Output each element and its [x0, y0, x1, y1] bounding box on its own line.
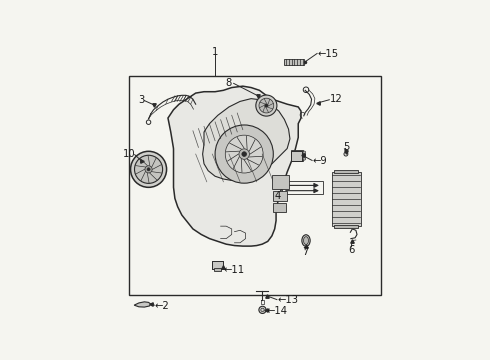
Text: 10: 10 [123, 149, 135, 159]
Text: ←15: ←15 [318, 49, 339, 59]
Bar [292, 150, 303, 161]
Bar [292, 151, 302, 161]
Circle shape [147, 168, 150, 171]
Bar [214, 268, 220, 271]
Polygon shape [134, 302, 151, 307]
Circle shape [242, 152, 246, 156]
Bar [129, 76, 381, 296]
Circle shape [303, 151, 306, 154]
Bar [272, 175, 289, 189]
Circle shape [303, 157, 306, 160]
Circle shape [135, 155, 163, 183]
Bar [284, 59, 304, 66]
Bar [334, 225, 358, 228]
Circle shape [130, 151, 167, 187]
Bar [212, 261, 223, 269]
Circle shape [145, 166, 152, 173]
Text: ←9: ←9 [313, 156, 327, 166]
Bar [332, 172, 361, 226]
Bar [282, 181, 322, 194]
Bar [292, 151, 302, 161]
Ellipse shape [302, 235, 310, 246]
Text: ←11: ←11 [223, 265, 245, 275]
Circle shape [225, 135, 263, 173]
PathPatch shape [203, 99, 290, 180]
Text: ←13: ←13 [277, 295, 298, 305]
Ellipse shape [303, 237, 309, 244]
Text: ←14: ←14 [267, 306, 287, 316]
Text: 5: 5 [343, 142, 350, 152]
Text: 7: 7 [302, 247, 308, 257]
Text: 4: 4 [274, 191, 281, 201]
Circle shape [215, 125, 273, 183]
Text: 8: 8 [226, 78, 232, 88]
Bar [212, 261, 223, 269]
Circle shape [239, 149, 249, 159]
Bar [273, 203, 286, 212]
Circle shape [259, 306, 266, 314]
Circle shape [303, 154, 306, 157]
Text: 6: 6 [348, 245, 355, 255]
Text: 1: 1 [212, 47, 218, 57]
Text: 12: 12 [330, 94, 343, 104]
Bar [273, 191, 287, 201]
Circle shape [256, 95, 277, 116]
Bar [334, 170, 358, 174]
Text: 3: 3 [139, 95, 145, 105]
PathPatch shape [168, 86, 301, 246]
Circle shape [259, 98, 274, 113]
Circle shape [265, 104, 268, 108]
Text: ←2: ←2 [155, 301, 170, 311]
